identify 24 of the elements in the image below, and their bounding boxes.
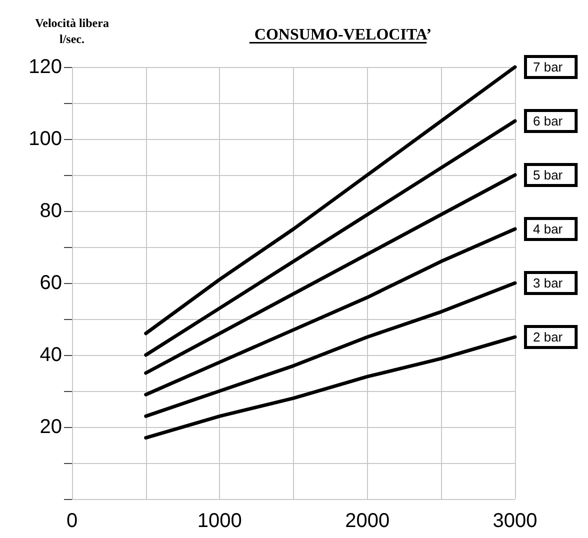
- y-tick-label: 80: [40, 200, 62, 222]
- line-series: [144, 173, 517, 375]
- series-label: 5 bar: [533, 168, 564, 182]
- x-tick-label: 1000: [197, 510, 242, 532]
- y-tick-label: 100: [28, 128, 62, 150]
- x-tick-label: 0: [66, 510, 78, 532]
- series-label: 7 bar: [533, 60, 564, 74]
- series-label: 4 bar: [533, 222, 564, 236]
- series-label: 3 bar: [533, 276, 564, 290]
- line-series: [144, 65, 517, 336]
- y-tick-label: 60: [40, 272, 62, 294]
- line-series: [144, 227, 517, 396]
- y-tick-label: 120: [28, 56, 62, 78]
- x-tick-label: 2000: [345, 510, 390, 532]
- series-label: 2 bar: [533, 330, 564, 344]
- x-tick-label: 3000: [492, 510, 538, 532]
- y-tick-label: 20: [40, 416, 62, 438]
- chart-title: CONSUMO-VELOCITA’: [254, 26, 432, 44]
- line-series: [144, 281, 517, 418]
- y-tick-label: 40: [40, 344, 62, 366]
- line-series: [144, 119, 517, 357]
- line-series: [144, 335, 517, 440]
- y-axis-title: Velocità libera l/sec.: [35, 16, 109, 46]
- series-label: 6 bar: [533, 114, 564, 128]
